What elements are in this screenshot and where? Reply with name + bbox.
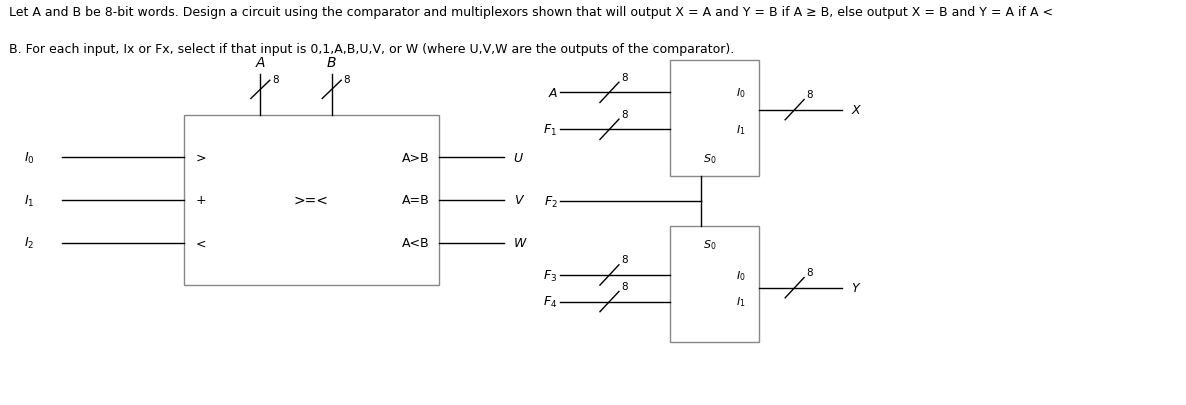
Text: 8: 8 [806,267,814,277]
Text: $I_1$: $I_1$ [737,123,746,137]
Text: $S_0$: $S_0$ [703,237,716,251]
Text: A: A [549,87,557,100]
Bar [670,227,759,342]
Text: +: + [196,194,206,207]
Text: $F_4$: $F_4$ [543,294,557,309]
Text: W: W [514,237,525,249]
Text: B. For each input, Ix or Fx, select if that input is 0,1,A,B,U,V, or W (where U,: B. For each input, Ix or Fx, select if t… [9,43,735,55]
Text: 8: 8 [621,255,627,265]
Text: $I_0$: $I_0$ [737,269,746,282]
Text: $I_1$: $I_1$ [737,295,746,309]
Text: 8: 8 [344,75,350,85]
Text: Y: Y [852,281,859,294]
Text: U: U [514,151,523,164]
Text: <: < [196,237,206,249]
Text: $I_0$: $I_0$ [737,86,746,100]
Bar [184,115,439,286]
Text: $I_2$: $I_2$ [24,235,34,251]
Text: $I_0$: $I_0$ [24,150,34,166]
Text: B: B [327,56,337,70]
Text: Let A and B be 8-bit words. Design a circuit using the comparator and multiplexo: Let A and B be 8-bit words. Design a cir… [9,6,1053,19]
Text: A=B: A=B [402,194,429,207]
Text: >=<: >=< [294,194,329,207]
Text: 8: 8 [621,109,627,119]
Text: A<B: A<B [402,237,429,249]
Text: $F_1$: $F_1$ [543,122,557,138]
Text: 8: 8 [273,75,279,85]
Text: 8: 8 [621,281,627,291]
Text: $F_3$: $F_3$ [543,268,557,283]
Text: A>B: A>B [402,151,429,164]
Text: $S_0$: $S_0$ [703,152,716,166]
Text: X: X [852,104,860,117]
Text: A: A [255,56,266,70]
Text: $I_1$: $I_1$ [24,193,34,208]
Text: V: V [514,194,522,207]
Text: 8: 8 [806,90,814,100]
Text: 8: 8 [621,72,627,83]
Bar [670,61,759,176]
Text: $F_2$: $F_2$ [543,194,557,209]
Text: >: > [196,151,206,164]
